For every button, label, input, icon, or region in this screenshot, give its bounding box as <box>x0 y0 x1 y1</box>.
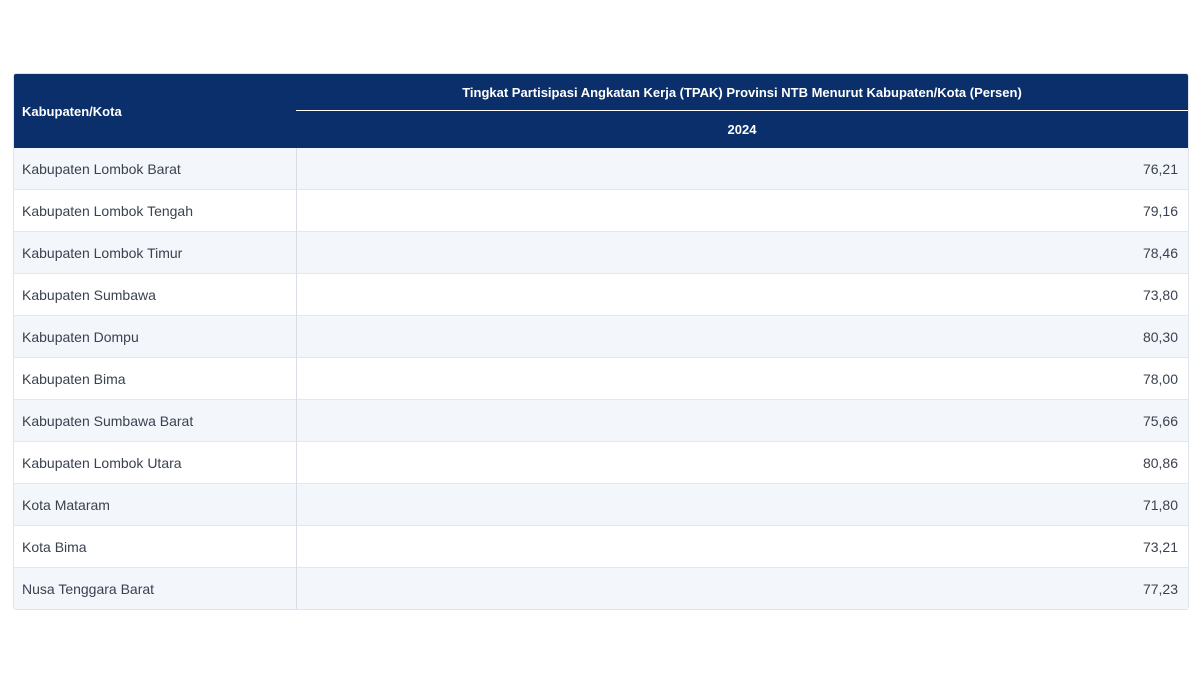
column-header-title: Tingkat Partisipasi Angkatan Kerja (TPAK… <box>296 74 1188 111</box>
row-value-cell: 78,00 <box>296 357 1188 400</box>
table-row: Kabupaten Lombok Utara 80,86 <box>14 441 1188 484</box>
row-value-cell: 73,80 <box>296 273 1188 316</box>
row-value-cell: 79,16 <box>296 189 1188 232</box>
table-row: Kabupaten Sumbawa Barat 75,66 <box>14 399 1188 442</box>
table-row: Kota Bima 73,21 <box>14 525 1188 568</box>
tpak-table: Kabupaten/Kota Tingkat Partisipasi Angka… <box>14 74 1188 609</box>
row-name-cell: Nusa Tenggara Barat <box>14 567 297 609</box>
table-row: Kota Mataram 71,80 <box>14 483 1188 526</box>
table-header: Kabupaten/Kota Tingkat Partisipasi Angka… <box>14 74 1188 148</box>
row-name-cell: Kota Mataram <box>14 483 297 526</box>
column-header-year[interactable]: 2024 <box>296 110 1188 148</box>
row-value-cell: 80,86 <box>296 441 1188 484</box>
row-name-cell: Kabupaten Lombok Barat <box>14 148 297 190</box>
row-value-cell: 76,21 <box>296 148 1188 190</box>
row-value-cell: 77,23 <box>296 567 1188 609</box>
row-name-cell: Kabupaten Lombok Tengah <box>14 189 297 232</box>
table-row: Kabupaten Sumbawa 73,80 <box>14 273 1188 316</box>
row-value-cell: 80,30 <box>296 315 1188 358</box>
table-row-total: Nusa Tenggara Barat 77,23 <box>14 567 1188 609</box>
table-row: Kabupaten Lombok Tengah 79,16 <box>14 189 1188 232</box>
tpak-table-container: Kabupaten/Kota Tingkat Partisipasi Angka… <box>13 73 1189 610</box>
table-row: Kabupaten Dompu 80,30 <box>14 315 1188 358</box>
row-name-cell: Kabupaten Bima <box>14 357 297 400</box>
row-name-cell: Kabupaten Sumbawa Barat <box>14 399 297 442</box>
row-value-cell: 75,66 <box>296 399 1188 442</box>
row-value-cell: 71,80 <box>296 483 1188 526</box>
row-value-cell: 78,46 <box>296 231 1188 274</box>
table-row: Kabupaten Lombok Timur 78,46 <box>14 231 1188 274</box>
row-name-cell: Kabupaten Sumbawa <box>14 273 297 316</box>
column-header-region[interactable]: Kabupaten/Kota <box>14 74 296 148</box>
table-row: Kabupaten Bima 78,00 <box>14 357 1188 400</box>
row-name-cell: Kabupaten Dompu <box>14 315 297 358</box>
table-body: Kabupaten Lombok Barat 76,21 Kabupaten Lo… <box>14 148 1188 609</box>
table-row: Kabupaten Lombok Barat 76,21 <box>14 148 1188 190</box>
row-name-cell: Kota Bima <box>14 525 297 568</box>
row-name-cell: Kabupaten Lombok Timur <box>14 231 297 274</box>
row-value-cell: 73,21 <box>296 525 1188 568</box>
row-name-cell: Kabupaten Lombok Utara <box>14 441 297 484</box>
